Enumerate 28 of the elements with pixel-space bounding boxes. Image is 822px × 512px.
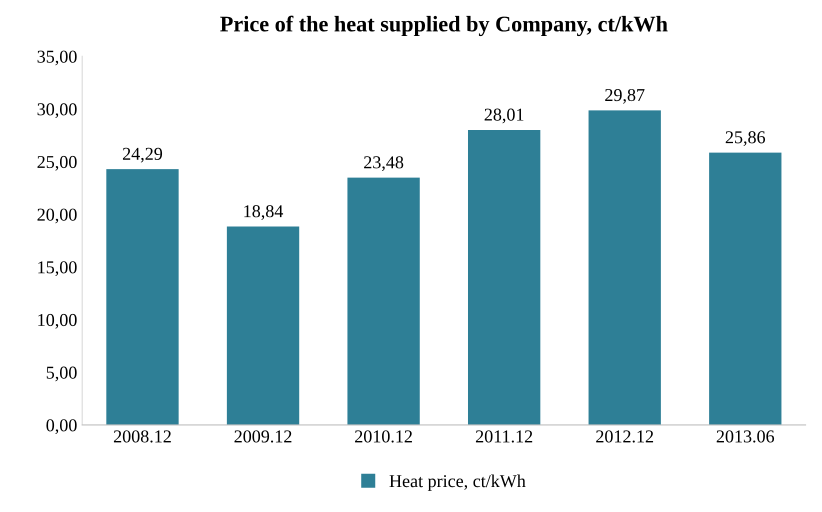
bar xyxy=(709,152,782,425)
bar xyxy=(226,226,300,425)
bar xyxy=(106,169,179,425)
y-tick-label: 10,00 xyxy=(38,314,77,329)
x-tick-label: 2009.12 xyxy=(234,430,292,443)
data-label: 28,01 xyxy=(484,108,524,124)
data-label: 18,84 xyxy=(244,205,284,220)
y-tick-label: 0,00 xyxy=(46,419,77,434)
x-tick-label: 2013.06 xyxy=(716,430,774,443)
data-label: 25,86 xyxy=(726,131,766,146)
data-label: 23,48 xyxy=(364,156,404,172)
y-tick-label: 25,00 xyxy=(38,156,77,171)
bar xyxy=(347,178,420,425)
y-tick-label: 5,00 xyxy=(46,366,77,382)
y-tick-label: 20,00 xyxy=(38,208,77,224)
chart-title: Price of the heat supplied by Company, ct/kWh xyxy=(220,16,668,36)
y-tick-label: 30,00 xyxy=(38,103,77,118)
x-tick-label: 2011.12 xyxy=(476,430,532,443)
x-tick-label: 2010.12 xyxy=(355,430,412,443)
bar xyxy=(468,130,540,425)
x-tick-label: 2012.12 xyxy=(596,430,654,443)
y-tick-label: 35,00 xyxy=(38,50,77,66)
data-label: 24,29 xyxy=(122,148,162,162)
data-label: 29,87 xyxy=(605,88,645,104)
legend-label: Heat price, ct/kWh xyxy=(390,474,526,491)
bar xyxy=(588,110,661,425)
x-tick-label: 2008.12 xyxy=(114,430,171,443)
y-tick-label: 15,00 xyxy=(38,261,77,276)
